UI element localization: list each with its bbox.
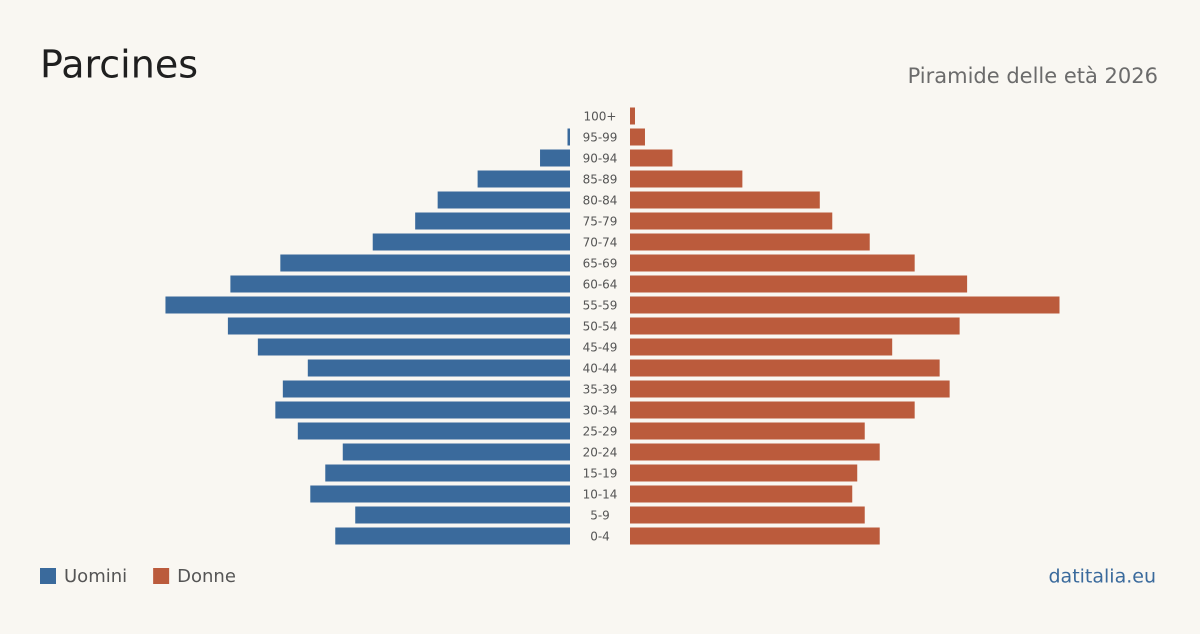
bar [630,443,880,461]
age-label: 40-44 [583,362,618,376]
legend-label: Donne [177,566,236,587]
legend-label: Uomini [64,566,127,587]
legend-swatch [40,568,56,584]
bar [630,275,968,293]
bar [437,191,570,209]
bar [630,401,915,419]
chart-subtitle: Piramide delle età 2026 [908,64,1158,88]
age-label: 65-69 [583,257,618,271]
bar [630,380,950,398]
age-label: 0-4 [590,530,610,544]
bar [307,359,570,377]
source-link[interactable]: datitalia.eu [1049,566,1157,588]
bar [257,338,570,356]
age-label: 30-34 [583,404,618,418]
bar [165,296,570,314]
age-label: 45-49 [583,341,618,355]
bar [342,443,570,461]
bar [630,296,1060,314]
bar [630,149,673,167]
age-label: 20-24 [583,446,618,460]
bar [630,128,645,146]
bar [630,527,880,545]
bar [630,506,865,524]
bar [275,401,570,419]
bar [325,464,570,482]
age-label: 95-99 [583,131,618,145]
bar [630,464,858,482]
bar [335,527,570,545]
legend-swatch [153,568,170,584]
age-label: 85-89 [583,173,618,187]
age-label: 15-19 [583,467,618,481]
age-label: 35-39 [583,383,618,397]
bar [630,317,960,335]
age-label: 75-79 [583,215,618,229]
bar [230,275,571,293]
bar [630,212,833,230]
age-label: 100+ [584,110,617,124]
bar [310,485,570,503]
bar [630,254,915,272]
age-label: 60-64 [583,278,618,292]
bar [282,380,570,398]
bar [567,128,570,146]
age-label: 55-59 [583,299,618,313]
bar [630,170,743,188]
bar [630,422,865,440]
bar [297,422,570,440]
age-label: 70-74 [583,236,618,250]
bar [630,191,820,209]
age-label: 5-9 [590,509,610,523]
bar [227,317,571,335]
bar [630,338,893,356]
age-label: 90-94 [583,152,618,166]
age-label: 50-54 [583,320,618,334]
bar [540,149,570,167]
bar [355,506,570,524]
age-label: 10-14 [583,488,618,502]
bar [477,170,570,188]
age-label: 25-29 [583,425,618,439]
bar [630,359,940,377]
bar [372,233,570,251]
bar [630,233,870,251]
age-label: 80-84 [583,194,618,208]
chart-title: Parcines [40,43,198,87]
bar [415,212,570,230]
bar [630,485,853,503]
bar [630,107,635,125]
bar [280,254,570,272]
